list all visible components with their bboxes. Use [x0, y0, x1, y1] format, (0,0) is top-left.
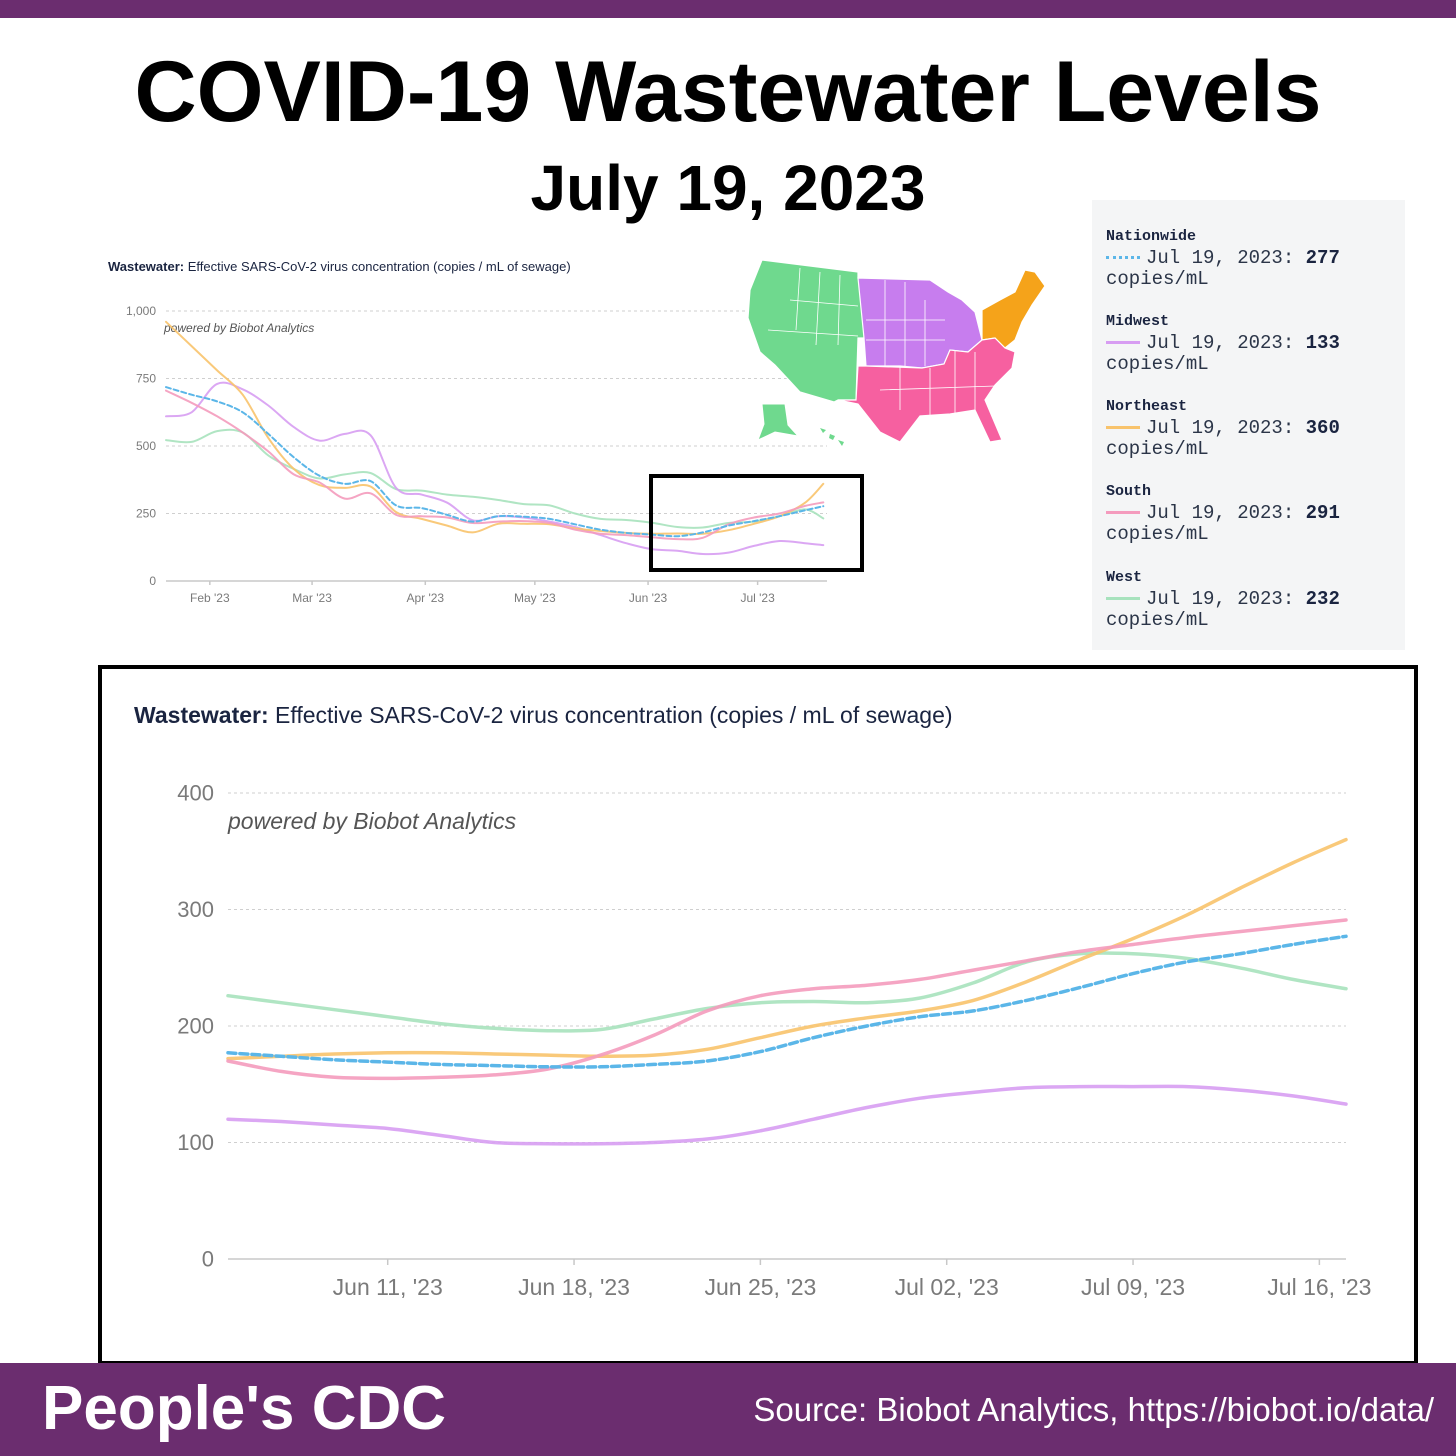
- legend-date: Jul 19, 2023:: [1146, 332, 1295, 354]
- x-tick-label: Feb '23: [190, 591, 230, 605]
- legend-unit: copies/mL: [1106, 609, 1209, 631]
- y-tick-label: 250: [136, 507, 156, 521]
- series-line-midwest: [165, 381, 825, 556]
- legend-region-label: South: [1106, 483, 1152, 500]
- legend-unit: copies/mL: [1106, 438, 1209, 460]
- legend-swatch-northeast: [1106, 426, 1140, 430]
- legend-item-south: South Jul 19, 2023: 291 copies/mL: [1106, 483, 1396, 545]
- us-region-map: [747, 259, 1046, 446]
- x-tick-label: Apr '23: [406, 591, 444, 605]
- zoomed-heading-text: Effective SARS-CoV-2 virus concentration…: [275, 702, 953, 728]
- legend-unit: copies/mL: [1106, 523, 1209, 545]
- legend-swatch-west: [1106, 597, 1140, 601]
- overview-grid: [166, 310, 827, 582]
- legend-region-label: Midwest: [1106, 313, 1170, 330]
- legend-swatch-midwest: [1106, 341, 1140, 345]
- footer-bar: [0, 1363, 1456, 1456]
- legend-value: 232: [1305, 588, 1340, 610]
- y-tick-label: 750: [136, 372, 156, 386]
- x-tick-label: Jul '23: [740, 591, 775, 605]
- legend-item-northeast: Northeast Jul 19, 2023: 360 copies/mL: [1106, 398, 1396, 460]
- legend-swatch-south: [1106, 511, 1140, 515]
- y-tick-label: 500: [136, 439, 156, 453]
- legend-item-west: West Jul 19, 2023: 232 copies/mL: [1106, 569, 1396, 631]
- map-region-south: [837, 337, 1016, 443]
- x-tick-label: Mar '23: [292, 591, 332, 605]
- x-tick-label: Jun '23: [629, 591, 668, 605]
- overview-y-axis: 0 250 500 750 1,000: [126, 304, 156, 588]
- legend-region-label: West: [1106, 569, 1143, 586]
- legend-value: 277: [1305, 247, 1340, 269]
- overview-chart-heading: Wastewater: Effective SARS-CoV-2 virus c…: [108, 259, 571, 274]
- map-region-northeast: [981, 269, 1046, 349]
- series-line-nationwide: [165, 386, 825, 538]
- series-line-south: [165, 389, 825, 541]
- series-line-northeast: [165, 320, 825, 535]
- legend-item-nationwide: Nationwide Jul 19, 2023: 277 copies/mL: [1106, 228, 1396, 290]
- legend-date: Jul 19, 2023:: [1146, 502, 1295, 524]
- legend-value: 360: [1305, 417, 1340, 439]
- legend-unit: copies/mL: [1106, 353, 1209, 375]
- zoomed-heading-bold: Wastewater:: [134, 702, 269, 728]
- legend-date: Jul 19, 2023:: [1146, 588, 1295, 610]
- map-region-west: [747, 259, 867, 403]
- source-credit: Source: Biobot Analytics, https://biobot…: [753, 1391, 1434, 1428]
- map-region-midwest: [857, 277, 983, 369]
- overview-heading-text: Effective SARS-CoV-2 virus concentration…: [187, 259, 571, 274]
- zoomed-chart-heading: Wastewater: Effective SARS-CoV-2 virus c…: [134, 702, 953, 729]
- legend-value: 291: [1305, 502, 1340, 524]
- y-tick-label: 0: [149, 574, 156, 588]
- series-line-west: [165, 428, 825, 529]
- top-accent-bar: [0, 0, 1456, 18]
- legend-unit: copies/mL: [1106, 268, 1209, 290]
- map-region-west-hawaii: [820, 428, 844, 446]
- y-tick-label: 1,000: [126, 304, 156, 318]
- legend-panel: Nationwide Jul 19, 2023: 277 copies/mL M…: [1092, 200, 1405, 650]
- page-title: COVID-19 Wastewater Levels: [134, 44, 1322, 140]
- legend-date: Jul 19, 2023:: [1146, 417, 1295, 439]
- legend-date: Jul 19, 2023:: [1146, 247, 1295, 269]
- overview-watermark: powered by Biobot Analytics: [163, 321, 314, 335]
- overview-heading-bold: Wastewater:: [108, 259, 185, 274]
- legend-region-label: Nationwide: [1106, 228, 1197, 245]
- x-tick-label: May '23: [514, 591, 556, 605]
- brand-logo-text: People's CDC: [42, 1374, 447, 1443]
- legend-value: 133: [1305, 332, 1340, 354]
- zoomed-chart-frame: [98, 665, 1418, 1365]
- map-state-borders: [767, 267, 996, 416]
- legend-item-midwest: Midwest Jul 19, 2023: 133 copies/mL: [1106, 313, 1396, 375]
- overview-series: [165, 320, 825, 556]
- overview-x-axis: Feb '23 Mar '23 Apr '23 May '23 Jun '23 Jul '…: [190, 581, 775, 605]
- zoom-highlight-box: [649, 474, 864, 572]
- legend-region-label: Northeast: [1106, 398, 1188, 415]
- legend-swatch-nationwide: [1106, 256, 1140, 260]
- map-region-west-alaska: [757, 403, 800, 441]
- page-date: July 19, 2023: [530, 152, 926, 224]
